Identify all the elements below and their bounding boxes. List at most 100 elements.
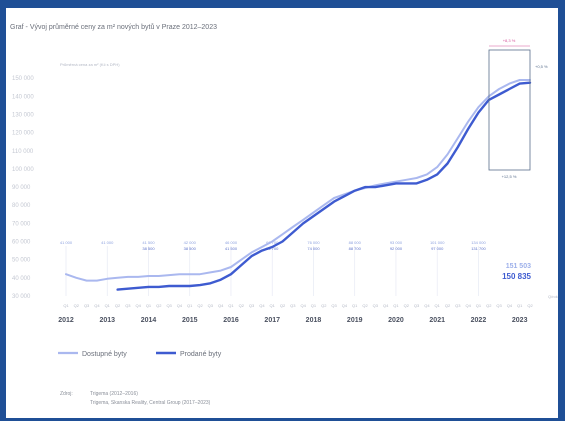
y-tick-label: 130 000 (12, 112, 34, 118)
milestone-top-label: 134 000 (471, 240, 486, 245)
quarter-label: Q2 (239, 303, 245, 308)
quarter-label: Q1 (435, 303, 441, 308)
chart-subtitle: Průměrná cena za m² (Kč s DPH) (60, 62, 120, 67)
quarter-label: Q4 (342, 303, 348, 308)
quarter-label: Q4 (424, 303, 430, 308)
milestone-top-label: 101 000 (430, 240, 445, 245)
change-box (488, 49, 531, 171)
y-tick-label: 80 000 (12, 203, 31, 209)
year-label: 2012 (58, 317, 74, 324)
legend-label-asking: Dostupné byty (82, 351, 127, 358)
change-box-label: +12,5 % (502, 174, 517, 179)
quarter-label: Q2 (74, 303, 80, 308)
quarter-label: Q2 (445, 303, 451, 308)
quarter-label: Q2 (280, 303, 286, 308)
quarter-label: Q2 (362, 303, 368, 308)
series-line-asking (65, 79, 531, 282)
year-label: 2019 (347, 317, 363, 324)
quarter-label: Q4 (383, 303, 389, 308)
quarter-label: Q1 (146, 303, 152, 308)
quarter-label: Q2 (404, 303, 410, 308)
quarter-label: Q4 (465, 303, 471, 308)
quarter-label: Q1 (517, 303, 523, 308)
quarter-label: Q3 (249, 303, 255, 308)
quarter-label: Q1 (311, 303, 317, 308)
quarter-label: Q3 (166, 303, 172, 308)
quarter-label: Q4 (136, 303, 142, 308)
quarter-label: Q4 (300, 303, 306, 308)
quarter-label: Q4 (218, 303, 224, 308)
quarter-label: Q3 (414, 303, 420, 308)
milestone-top-label: 41 000 (101, 240, 114, 245)
quarter-label: Q3 (208, 303, 214, 308)
quarter-label: Q2 (115, 303, 121, 308)
quarter-label: Q1 (270, 303, 276, 308)
milestone-top-label: 41 500 (142, 240, 155, 245)
year-label: 2016 (223, 317, 239, 324)
year-label: 2017 (264, 317, 280, 324)
quarter-label: Q1 (228, 303, 234, 308)
latest-sold-value: 150 835 (502, 272, 531, 281)
quarter-label: Q2 (527, 303, 533, 308)
y-tick-label: 30 000 (12, 294, 31, 300)
legend-label-sold: Prodané byty (180, 351, 222, 358)
milestone-bottom-label: 97 000 (431, 246, 444, 251)
quarter-ticks: Q1 Q2 Q3 Q4 Q1 Q2 Q3 Q4 Q1 Q2 Q3 Q4 Q1 Q2 Q3 Q4 Q1 Q2 Q3 Q4… (63, 303, 533, 308)
year-label: 2020 (388, 317, 404, 324)
year-label: 2018 (306, 317, 322, 324)
milestone-bottom-label: 88 700 (349, 246, 362, 251)
latest-asking-value: 151 503 (506, 263, 531, 270)
y-tick-label: 60 000 (12, 240, 31, 246)
y-tick-label: 110 000 (12, 149, 34, 155)
y-tick-label: 140 000 (12, 94, 34, 100)
quarter-label: Q3 (373, 303, 379, 308)
quarter-label: Q3 (455, 303, 461, 308)
milestone-bottom-label: 92 000 (390, 246, 403, 251)
quarter-label: Q3 (331, 303, 337, 308)
year-label: 2013 (99, 317, 115, 324)
quarter-label: Q1 (187, 303, 193, 308)
chart-title: Graf - Vývoj průměrné ceny za m² nových … (10, 24, 217, 31)
milestone-bottom-label: 41 500 (225, 246, 238, 251)
year-label: 2015 (182, 317, 198, 324)
milestone-top-label: 60 700 (266, 240, 279, 245)
quarter-label: Q2 (197, 303, 203, 308)
quarter-label: Q1 (63, 303, 69, 308)
change-right-label: +0,5 % (535, 64, 548, 69)
milestone-top-label: 46 000 (225, 240, 238, 245)
milestone-top-label: 93 000 (390, 240, 403, 245)
quarter-label: Q2 (486, 303, 492, 308)
quarter-label: Q2 (156, 303, 162, 308)
series-line-sold (116, 81, 532, 291)
quarter-label: Q2 (321, 303, 327, 308)
milestone-top-label: 76 000 (307, 240, 320, 245)
y-tick-label: 150 000 (12, 76, 34, 82)
quarter-label: Q4 (507, 303, 513, 308)
milestone-top-label: 42 000 (184, 240, 197, 245)
source-label: Zdroj: (60, 391, 73, 397)
quarter-label: Q3 (290, 303, 296, 308)
y-tick-label: 40 000 (12, 276, 31, 282)
chart-frame: Graf - Vývoj průměrné ceny za m² nových … (6, 8, 558, 418)
series-lines (65, 79, 532, 291)
quarter-label: Q1 (352, 303, 358, 308)
quarter-label: Q3 (125, 303, 131, 308)
year-label: 2022 (471, 317, 487, 324)
x-axis-years: 2012 2013 2014 2015 2016 2017 2018 2019 2020 2021… (58, 317, 527, 324)
change-top-label: +8,3 % (503, 38, 516, 43)
quarter-label: Q1 (393, 303, 399, 308)
milestone-bottom-label: 74 000 (307, 246, 320, 251)
milestone-top-label: 41 000 (60, 240, 73, 245)
y-tick-label: 120 000 (12, 131, 34, 137)
year-label: 2014 (141, 317, 157, 324)
source-line-1: Trigema (2012–2016) (90, 391, 138, 397)
quarter-label: Q4 (94, 303, 100, 308)
quarter-label: Q3 (496, 303, 502, 308)
milestone-guides (65, 246, 479, 296)
milestone-bottom-label: 38 500 (142, 246, 155, 251)
year-label: 2021 (429, 317, 445, 324)
quarter-label: Q4 (259, 303, 265, 308)
quarter-label: Q4 (177, 303, 183, 308)
